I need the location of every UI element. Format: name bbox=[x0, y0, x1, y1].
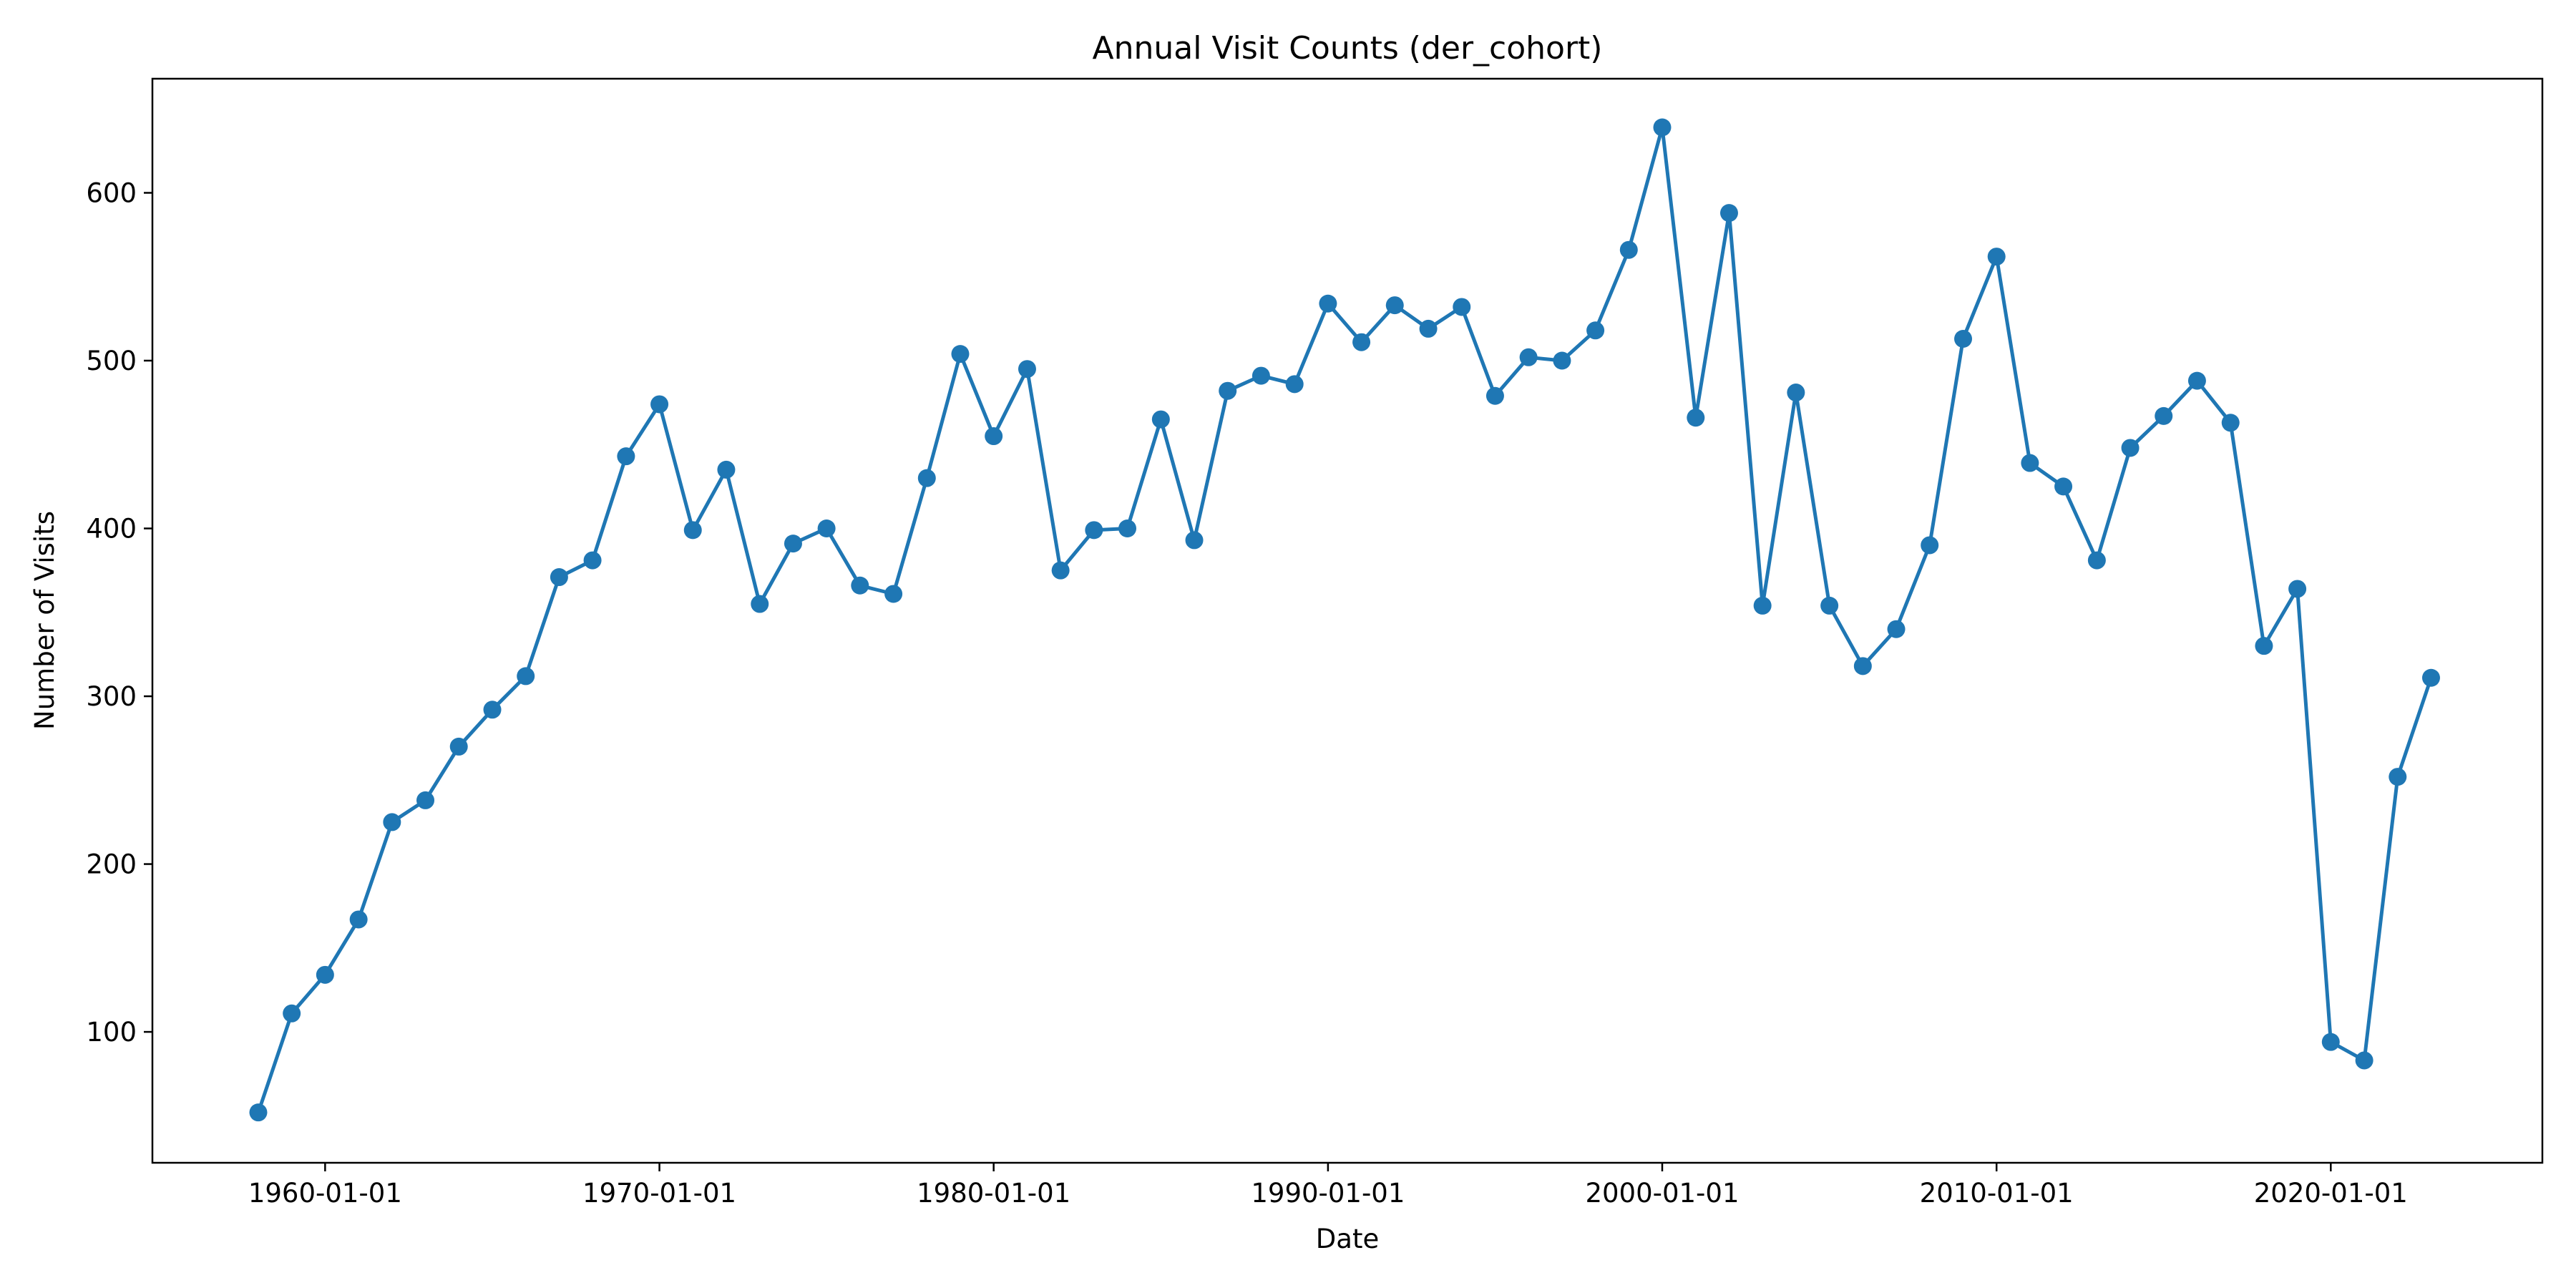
data-point bbox=[2087, 551, 2106, 570]
data-point bbox=[1987, 248, 2006, 266]
data-point bbox=[2155, 406, 2173, 425]
data-point bbox=[1185, 531, 1204, 550]
data-point bbox=[316, 965, 334, 984]
data-point bbox=[249, 1103, 268, 1122]
data-point bbox=[1219, 381, 1237, 400]
data-point bbox=[1352, 333, 1371, 351]
data-point bbox=[884, 585, 903, 603]
x-tick-label: 1980-01-01 bbox=[917, 1178, 1070, 1209]
x-tick-label: 2000-01-01 bbox=[1585, 1178, 1739, 1209]
data-point bbox=[1853, 657, 1872, 675]
plot-frame bbox=[151, 77, 2544, 1164]
data-point bbox=[2187, 371, 2206, 390]
data-point bbox=[2255, 637, 2273, 655]
y-tick-label: 600 bbox=[86, 177, 137, 208]
data-point bbox=[1653, 118, 1672, 137]
x-tick-label: 2010-01-01 bbox=[1920, 1178, 2074, 1209]
series-layer bbox=[249, 118, 2440, 1122]
data-point bbox=[2389, 768, 2407, 786]
data-point bbox=[1285, 375, 1304, 394]
data-point bbox=[1687, 409, 1705, 427]
data-point bbox=[2121, 439, 2140, 457]
data-point bbox=[1419, 319, 1438, 338]
data-point bbox=[283, 1004, 301, 1023]
data-point bbox=[1586, 321, 1605, 340]
data-point bbox=[917, 469, 936, 487]
data-point bbox=[550, 568, 568, 587]
data-point bbox=[985, 427, 1003, 446]
data-point bbox=[784, 535, 802, 553]
data-point bbox=[1151, 410, 1170, 429]
data-point bbox=[1385, 296, 1404, 315]
y-tick-label: 500 bbox=[86, 346, 137, 376]
x-axis-label: Date bbox=[1316, 1224, 1379, 1254]
data-point bbox=[1820, 596, 1839, 615]
data-point bbox=[717, 460, 736, 479]
data-point bbox=[650, 395, 669, 414]
data-point bbox=[1453, 298, 1471, 316]
data-point bbox=[416, 791, 435, 809]
data-point bbox=[751, 595, 769, 613]
data-point bbox=[683, 521, 702, 540]
y-tick-label: 100 bbox=[86, 1017, 137, 1048]
data-point bbox=[517, 667, 535, 686]
x-tick-label: 1960-01-01 bbox=[248, 1178, 402, 1209]
x-tick-label: 2020-01-01 bbox=[2254, 1178, 2408, 1209]
data-point bbox=[1887, 620, 1906, 638]
data-point bbox=[1753, 596, 1772, 615]
data-point bbox=[2355, 1051, 2373, 1070]
y-tick-label: 300 bbox=[86, 681, 137, 712]
data-point bbox=[1051, 561, 1070, 580]
data-point bbox=[617, 447, 635, 466]
series-line bbox=[256, 125, 2433, 1113]
chart-title: Annual Visit Counts (der_cohort) bbox=[1093, 30, 1603, 67]
data-point bbox=[1018, 360, 1036, 379]
data-point bbox=[1519, 348, 1538, 366]
data-point bbox=[349, 910, 368, 929]
data-point bbox=[2288, 580, 2307, 598]
data-point bbox=[449, 737, 468, 756]
data-point bbox=[1085, 521, 1103, 540]
data-point bbox=[2321, 1033, 2340, 1051]
data-point bbox=[817, 519, 836, 538]
data-point bbox=[2054, 477, 2073, 496]
data-point bbox=[1485, 386, 1504, 405]
data-point bbox=[1619, 240, 1638, 259]
x-tick-label: 1990-01-01 bbox=[1251, 1178, 1405, 1209]
y-tick-label: 200 bbox=[86, 849, 137, 880]
data-point bbox=[2221, 414, 2240, 432]
data-point bbox=[1118, 519, 1137, 538]
data-point bbox=[951, 345, 970, 364]
y-axis-ticks: 100 200 300 400 500 600 bbox=[86, 177, 152, 1048]
y-tick-label: 400 bbox=[86, 514, 137, 545]
data-point bbox=[1252, 366, 1270, 385]
x-tick-label: 1970-01-01 bbox=[582, 1178, 736, 1209]
data-point bbox=[483, 701, 502, 719]
data-point bbox=[583, 551, 602, 570]
data-point bbox=[2421, 668, 2440, 687]
data-point bbox=[1954, 330, 1973, 348]
data-point bbox=[851, 576, 869, 595]
data-point bbox=[1787, 384, 1805, 402]
data-point bbox=[1319, 294, 1337, 313]
x-axis-ticks: 1960-01-01 1970-01-01 1980-01-01 1990-01-01… bbox=[248, 1163, 2408, 1209]
y-axis-label: Number of Visits bbox=[29, 511, 60, 730]
data-point bbox=[1719, 204, 1738, 223]
data-point bbox=[1921, 536, 1939, 555]
data-point bbox=[2021, 454, 2039, 472]
data-point bbox=[383, 813, 401, 831]
data-point bbox=[1553, 351, 1571, 370]
